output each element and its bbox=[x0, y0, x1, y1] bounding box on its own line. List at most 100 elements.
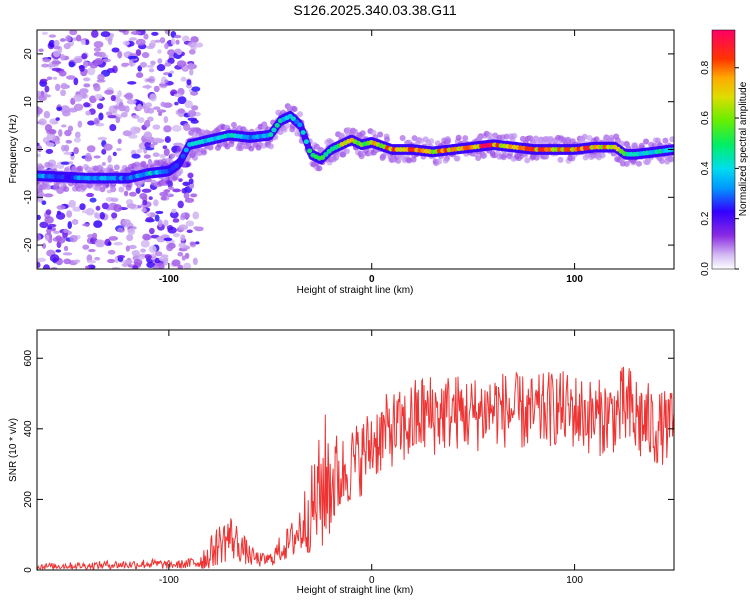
spectrogram-noise-cell bbox=[140, 248, 146, 253]
spectrogram-x-tick-label: 0 bbox=[369, 274, 375, 285]
spectrogram-noise-cell bbox=[123, 190, 129, 197]
spectrogram-noise-cell bbox=[181, 187, 188, 194]
spectrogram-ridge-peak bbox=[268, 132, 274, 137]
spectrogram-noise-cell bbox=[92, 232, 98, 239]
spectrogram-noise-cell bbox=[128, 59, 134, 67]
spectrogram-noise-cell bbox=[81, 53, 88, 60]
spectrogram-noise-cell bbox=[160, 101, 166, 107]
spectrogram-noise-cell bbox=[110, 197, 119, 202]
spectrogram-noise-cell bbox=[61, 110, 71, 117]
spectrogram-noise-cell bbox=[126, 234, 134, 242]
spectrogram-noise-cell bbox=[81, 209, 92, 214]
spectrogram-halo-cell bbox=[188, 129, 195, 136]
spectrogram-noise-cell bbox=[51, 60, 62, 65]
spectrogram-noise-cell bbox=[41, 31, 49, 36]
chart-title: S126.2025.340.03.38.G11 bbox=[293, 2, 456, 18]
spectrogram-noise-cell bbox=[73, 77, 79, 86]
spectrogram-halo-cell bbox=[71, 165, 78, 172]
spectrogram-noise-cell bbox=[158, 262, 165, 269]
spectrogram-noise-cell bbox=[45, 148, 54, 154]
spectrogram-noise-cell bbox=[58, 129, 63, 137]
spectrogram-noise-cell bbox=[38, 48, 44, 53]
spectrogram-halo-cell bbox=[643, 138, 650, 145]
spectrogram-noise-cell bbox=[162, 145, 168, 150]
spectrogram-noise-cell bbox=[155, 210, 164, 215]
spectrogram-noise-cell bbox=[145, 216, 154, 222]
spectrogram-noise-cell bbox=[154, 214, 160, 222]
spectrogram-noise-cell bbox=[79, 88, 89, 94]
spectrogram-noise-cell bbox=[44, 123, 53, 132]
spectrogram-noise-cell bbox=[163, 257, 169, 266]
spectrogram-halo-cell bbox=[201, 149, 208, 156]
spectrogram-noise-cell bbox=[130, 30, 141, 35]
spectrogram-noise-cell bbox=[55, 249, 62, 253]
spectrogram-halo-cell bbox=[377, 131, 384, 138]
spectrogram-noise-cell bbox=[154, 39, 161, 43]
spectrogram-noise-cell bbox=[170, 37, 176, 46]
spectrogram-noise-cell bbox=[178, 178, 183, 182]
spectrogram-noise-cell bbox=[133, 259, 143, 266]
spectrogram-noise-cell bbox=[101, 161, 106, 166]
spectrogram-halo-cell bbox=[623, 160, 630, 167]
spectrogram-ridge-peak bbox=[290, 116, 297, 122]
spectrogram-halo-cell bbox=[519, 135, 526, 142]
spectrogram-x-ticks: -100 0 100 bbox=[159, 30, 583, 285]
spectrogram-noise-cell bbox=[131, 250, 140, 257]
spectrogram-noise-cell bbox=[37, 191, 45, 198]
spectrogram-ridge-peak bbox=[180, 153, 186, 159]
spectrogram-noise-cell bbox=[131, 153, 141, 159]
spectrogram-halo-cell bbox=[511, 132, 518, 139]
spectrogram-noise-cell bbox=[127, 81, 137, 85]
colorbar-tick-label: 0.8 bbox=[700, 60, 711, 74]
spectrogram-noise-cell bbox=[157, 219, 163, 228]
spectrogram-noise-cell bbox=[153, 199, 159, 207]
spectrogram-noise-cell bbox=[187, 110, 197, 118]
spectrogram-noise-cell bbox=[145, 102, 152, 108]
spectrogram-noise-cell bbox=[68, 199, 76, 208]
spectrogram-noise-cell bbox=[75, 34, 82, 42]
spectrogram-noise-cell bbox=[185, 220, 195, 227]
spectrogram-noise-cell bbox=[171, 259, 181, 267]
spectrogram-halo-cell bbox=[284, 122, 291, 129]
spectrogram-data bbox=[37, 30, 674, 269]
spectrogram-halo-cell bbox=[94, 185, 101, 192]
colorbar-bar bbox=[712, 30, 735, 269]
spectrogram-noise-cell bbox=[172, 218, 180, 223]
spectrogram-noise-cell bbox=[141, 51, 150, 59]
spectrogram-noise-cell bbox=[117, 227, 124, 233]
spectrogram-noise-cell bbox=[146, 64, 155, 68]
spectrogram-noise-cell bbox=[55, 235, 63, 242]
spectrogram-y-tick-label: 0 bbox=[23, 146, 34, 152]
spectrogram-halo-cell bbox=[352, 128, 359, 135]
snr-y-tick-label: 200 bbox=[23, 491, 34, 508]
spectrogram-y-tick-label: -10 bbox=[23, 190, 34, 205]
spectrogram-halo-cell bbox=[207, 144, 214, 151]
spectrogram-noise-cell bbox=[130, 126, 140, 134]
spectrogram-noise-cell bbox=[146, 261, 155, 268]
spectrogram-noise-cell bbox=[153, 137, 162, 143]
spectrogram-noise-cell bbox=[60, 124, 67, 128]
spectrogram-noise-cell bbox=[169, 70, 175, 74]
spectrogram-halo-cell bbox=[454, 155, 461, 162]
spectrogram-noise-cell bbox=[183, 262, 192, 269]
spectrogram-noise-cell bbox=[107, 241, 112, 246]
spectrogram-noise-cell bbox=[98, 112, 104, 121]
spectrogram-noise-cell bbox=[174, 101, 179, 106]
spectrogram-noise-cell bbox=[137, 205, 142, 209]
spectrogram-halo-cell bbox=[370, 129, 377, 136]
spectrogram-noise-cell bbox=[37, 257, 47, 263]
spectrogram-noise-cell bbox=[128, 134, 138, 139]
spectrogram-noise-cell bbox=[123, 259, 133, 265]
spectrogram-noise-cell bbox=[113, 105, 120, 110]
spectrogram-halo-cell bbox=[125, 184, 132, 191]
spectrogram-noise-cell bbox=[148, 245, 157, 254]
spectrogram-noise-cell bbox=[47, 226, 53, 230]
spectrogram-halo-cell bbox=[669, 136, 674, 143]
spectrogram-noise-cell bbox=[143, 33, 149, 40]
spectrogram-ridge-peak bbox=[307, 148, 313, 154]
spectrogram-noise-cell bbox=[152, 124, 161, 130]
spectrogram-halo-cell bbox=[581, 133, 588, 140]
spectrogram-noise-cell bbox=[186, 79, 192, 86]
